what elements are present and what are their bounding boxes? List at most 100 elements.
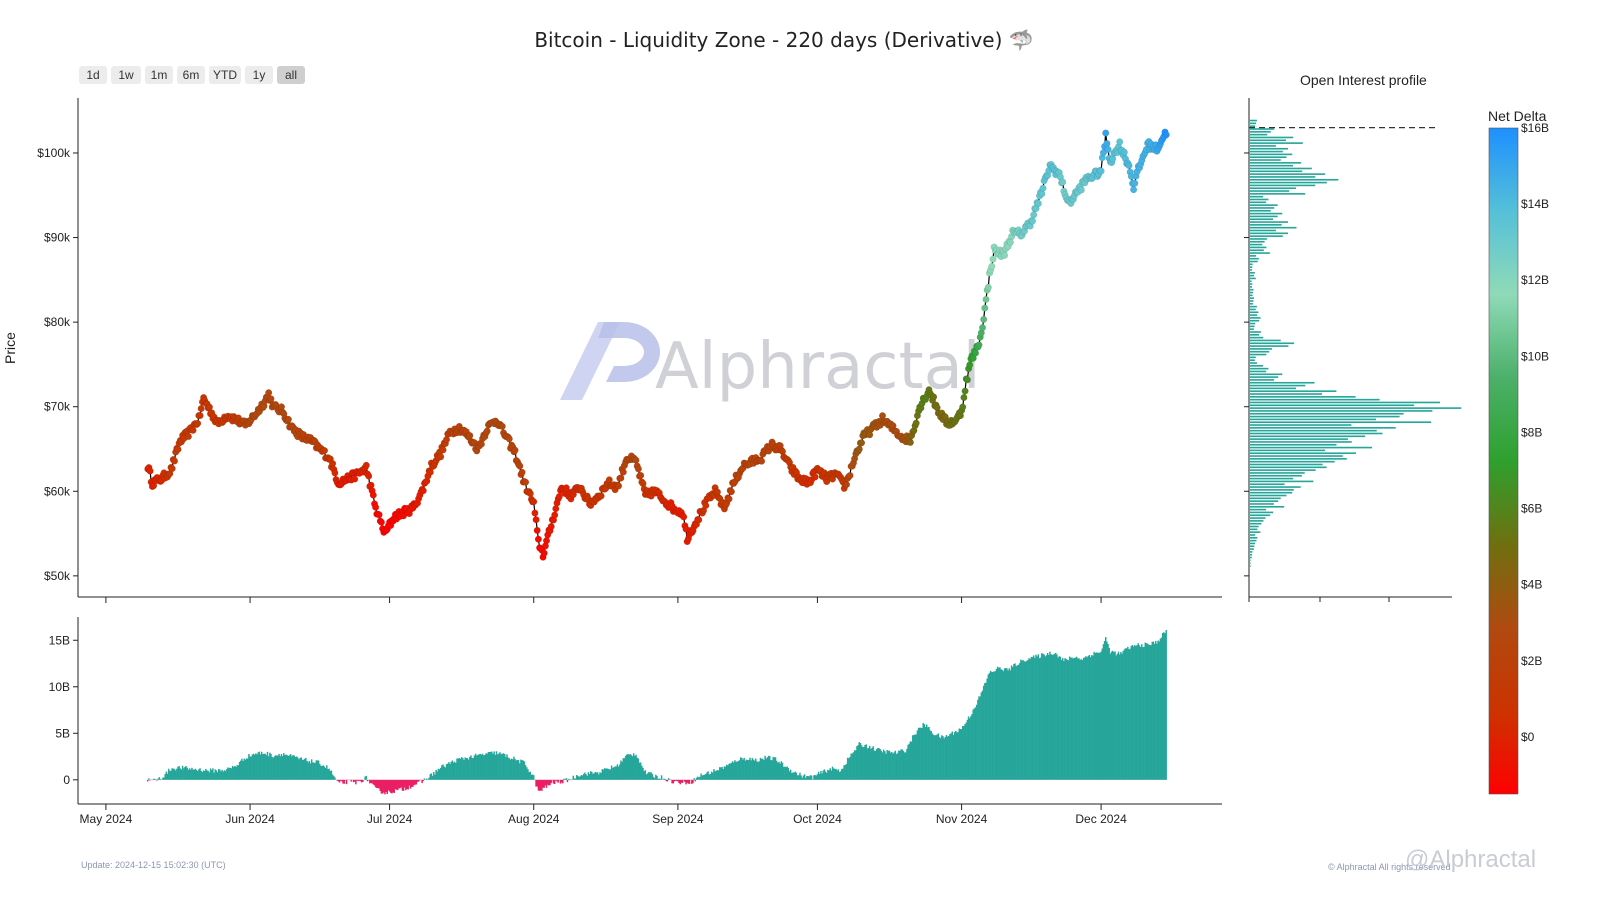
delta-bar: [996, 666, 999, 780]
price-point: [1109, 155, 1117, 163]
delta-bar: [484, 754, 486, 780]
delta-bar: [1093, 651, 1095, 780]
watermark-logo-loop-icon: [598, 322, 660, 382]
delta-bar: [1048, 654, 1050, 780]
delta-bar: [395, 779, 398, 790]
delta-bar: [989, 670, 992, 780]
delta-bar: [836, 770, 838, 780]
oi-bar: [1250, 139, 1286, 142]
price-point: [267, 395, 275, 403]
delta-bar: [617, 766, 620, 780]
delta-bar: [615, 766, 618, 780]
delta-bar: [715, 770, 717, 780]
delta-bar: [1075, 656, 1078, 780]
oi-bar: [1250, 164, 1294, 167]
delta-bar: [1121, 653, 1123, 780]
delta-bar: [307, 762, 309, 780]
delta-bar: [192, 769, 194, 780]
delta-bar: [1151, 641, 1153, 780]
oi-bar: [1250, 446, 1373, 449]
delta-bar: [917, 727, 920, 780]
delta-bar: [356, 779, 358, 781]
price-point: [526, 490, 534, 498]
delta-bar: [250, 756, 252, 780]
delta-bar: [1107, 643, 1109, 780]
delta-bar: [744, 760, 747, 780]
delta-bar: [234, 766, 236, 780]
colorbar-tick-label: $4B: [1521, 578, 1542, 592]
range-button-6m[interactable]: 6m: [177, 66, 205, 84]
price-point: [1162, 131, 1170, 139]
delta-bar: [209, 768, 212, 780]
delta-bar: [334, 777, 336, 780]
delta-bar: [205, 768, 207, 780]
delta-bar: [483, 755, 485, 780]
delta-bar: [1105, 637, 1107, 780]
delta-bar: [939, 738, 942, 780]
oi-bar: [1250, 534, 1256, 536]
delta-bar: [284, 755, 286, 780]
colorbar-title: Net Delta: [1488, 108, 1547, 124]
delta-bar: [486, 753, 488, 780]
oi-bar: [1250, 449, 1326, 452]
delta-bar: [238, 761, 241, 780]
delta-bar: [414, 779, 416, 785]
delta-bar: [927, 727, 929, 780]
delta-bar: [909, 741, 912, 780]
delta-bar: [573, 778, 576, 780]
delta-bar: [263, 753, 265, 780]
delta-bar: [1020, 659, 1022, 780]
oi-bar: [1250, 271, 1255, 274]
oi-bar: [1250, 412, 1404, 415]
delta-bar: [353, 779, 356, 782]
delta-bar: [855, 750, 857, 780]
delta-bar: [995, 669, 998, 780]
delta-bar: [875, 749, 878, 780]
delta-bar: [1163, 632, 1165, 780]
range-button-1w[interactable]: 1w: [111, 66, 141, 84]
delta-bar: [154, 778, 156, 780]
delta-bar: [255, 753, 257, 780]
delta-bar: [333, 775, 335, 780]
delta-bar: [921, 727, 923, 780]
oi-bar: [1250, 528, 1258, 531]
range-button-1y[interactable]: 1y: [245, 66, 273, 84]
delta-bar: [170, 770, 172, 780]
delta-bar: [313, 762, 315, 780]
delta-bar: [1116, 653, 1119, 780]
delta-bar: [746, 760, 749, 780]
range-button-1m[interactable]: 1m: [145, 66, 173, 84]
delta-bar: [330, 770, 333, 780]
delta-bar: [949, 733, 951, 780]
delta-bar: [805, 777, 807, 780]
delta-y-tick-label: 10B: [49, 680, 70, 694]
delta-bar: [887, 750, 890, 780]
range-button-all[interactable]: all: [277, 66, 305, 84]
delta-bar: [596, 772, 599, 780]
delta-bar: [643, 771, 645, 780]
price-point: [1116, 138, 1124, 146]
delta-bar: [959, 729, 962, 780]
delta-bar: [1110, 651, 1113, 780]
delta-bar: [599, 772, 601, 780]
delta-bar: [267, 756, 270, 780]
delta-bar: [195, 769, 198, 780]
delta-bar: [687, 779, 690, 784]
delta-bar: [609, 769, 612, 780]
price-point: [184, 432, 192, 441]
delta-bar: [172, 768, 175, 780]
range-button-1d[interactable]: 1d: [79, 66, 107, 84]
delta-bar: [453, 761, 456, 780]
delta-bar: [559, 779, 562, 784]
delta-bar: [930, 731, 933, 780]
delta-bar: [252, 753, 255, 780]
delta-bar: [157, 778, 159, 780]
delta-bar: [294, 757, 297, 780]
delta-bar: [1120, 652, 1122, 780]
delta-bar: [358, 779, 361, 781]
delta-bar: [374, 779, 377, 788]
delta-bar: [873, 750, 876, 780]
range-button-ytd[interactable]: YTD: [209, 66, 241, 84]
delta-bar: [771, 760, 773, 780]
oi-bar: [1250, 387, 1297, 390]
